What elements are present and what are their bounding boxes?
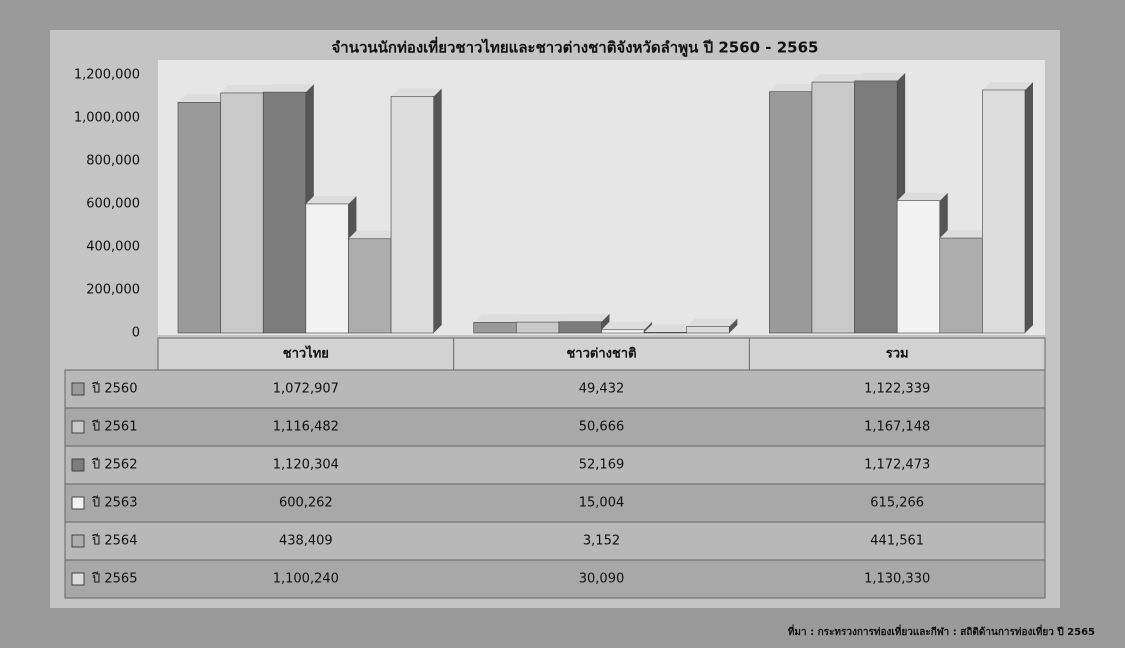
table-cell: 1,172,473: [864, 458, 930, 473]
bar-side: [434, 88, 442, 333]
bar: [391, 96, 434, 333]
y-tick-label: 800,000: [86, 154, 140, 169]
bar-top: [516, 314, 567, 322]
table-cell: 1,100,240: [273, 572, 339, 587]
table-column-header: ชาวไทย: [283, 345, 329, 362]
bar-side: [1025, 82, 1033, 333]
table-cell: 1,120,304: [273, 458, 339, 473]
legend-label: ปี 2560: [91, 381, 137, 397]
bar-top: [559, 314, 610, 322]
bar: [178, 102, 221, 333]
bar-top: [306, 196, 357, 204]
chart: จำนวนนักท่องเที่ยวชาวไทยและชาวต่างชาติจั…: [0, 0, 1125, 648]
table-column-header: รวม: [886, 347, 909, 362]
table-cell: 1,130,330: [864, 572, 930, 587]
table-cell: 441,561: [870, 534, 924, 549]
table-cell: 1,122,339: [864, 382, 930, 397]
legend-swatch: [72, 459, 84, 471]
y-tick-label: 1,200,000: [74, 68, 140, 83]
bar-top: [391, 88, 442, 96]
bar: [644, 332, 687, 333]
bar: [516, 322, 559, 333]
bar: [812, 82, 855, 333]
legend-label: ปี 2563: [91, 495, 137, 511]
legend-swatch: [72, 535, 84, 547]
table-cell: 3,152: [583, 534, 620, 549]
y-tick-label: 400,000: [86, 240, 140, 255]
legend-label: ปี 2562: [91, 457, 137, 473]
table-cell: 15,004: [579, 496, 625, 511]
bar-top: [687, 319, 738, 327]
y-tick-label: 0: [132, 326, 140, 341]
bar: [897, 201, 940, 333]
bar: [263, 92, 306, 333]
table-cell: 1,116,482: [273, 420, 339, 435]
bar: [348, 239, 391, 333]
legend-label: ปี 2561: [91, 419, 137, 435]
legend-swatch: [72, 383, 84, 395]
page: จำนวนนักท่องเที่ยวชาวไทยและชาวต่างชาติจั…: [0, 0, 1125, 648]
y-tick-label: 600,000: [86, 197, 140, 212]
table-cell: 438,409: [279, 534, 333, 549]
bar: [559, 322, 602, 333]
table-cell: 615,266: [870, 496, 924, 511]
bar: [221, 93, 264, 333]
table-cell: 1,167,148: [864, 420, 930, 435]
table-column-header: ชาวต่างชาติ: [566, 347, 636, 362]
table-cell: 50,666: [579, 420, 625, 435]
bar-top: [474, 314, 525, 322]
legend-swatch: [72, 573, 84, 585]
bar: [602, 330, 645, 333]
bar: [855, 81, 898, 333]
table-cell: 600,262: [279, 496, 333, 511]
bar-top: [855, 73, 906, 81]
y-tick-label: 1,000,000: [74, 111, 140, 126]
bar: [474, 322, 517, 333]
source-note: ที่มา : กระทรวงการท่องเที่ยวและกีฬา : สถ…: [788, 624, 1095, 638]
table-cell: 49,432: [579, 382, 625, 397]
bar-top: [263, 84, 314, 92]
y-tick-label: 200,000: [86, 283, 140, 298]
bar-top: [602, 322, 653, 330]
bar: [687, 327, 730, 333]
chart-title: จำนวนนักท่องเที่ยวชาวไทยและชาวต่างชาติจั…: [331, 37, 818, 58]
legend-swatch: [72, 421, 84, 433]
bar: [940, 238, 983, 333]
table-cell: 30,090: [579, 572, 625, 587]
bar: [769, 92, 812, 333]
legend-label: ปี 2564: [91, 533, 137, 549]
legend-label: ปี 2565: [91, 571, 137, 587]
bar-top: [982, 82, 1033, 90]
bar: [306, 204, 349, 333]
table-cell: 1,072,907: [273, 382, 339, 397]
table-cell: 52,169: [579, 458, 625, 473]
bar: [982, 90, 1025, 333]
bar-top: [897, 193, 948, 201]
legend-swatch: [72, 497, 84, 509]
